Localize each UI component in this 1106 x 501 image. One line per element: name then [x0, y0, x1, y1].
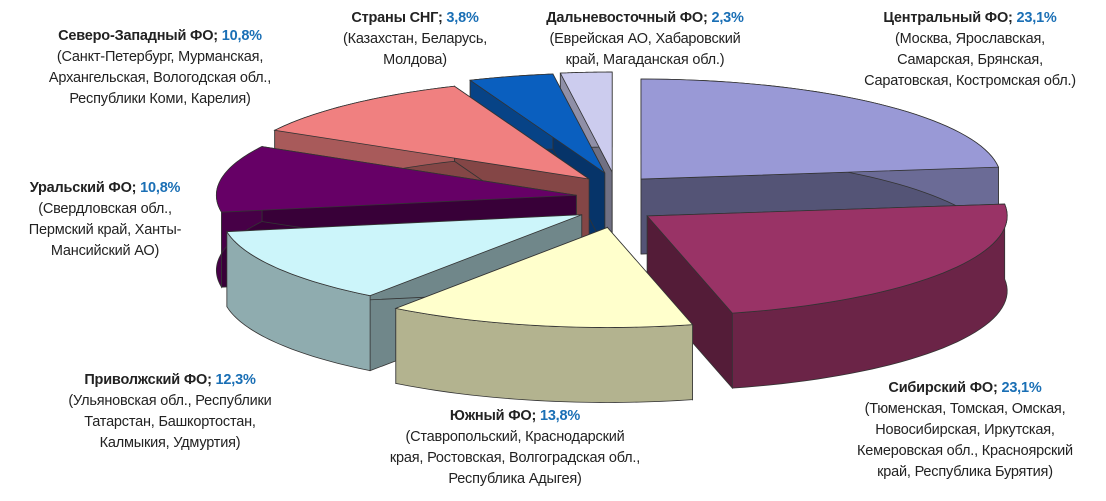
label-description: (Санкт-Петербург, Мурманская,: [56, 49, 264, 65]
category-name: Южный ФО;: [449, 408, 537, 424]
slice-label: Центральный ФО; 23,1% (Москва, Ярославска…: [790, 8, 1106, 92]
slice: [640, 78, 1000, 180]
slice: [394, 226, 694, 328]
label-title: Центральный ФО; 23,1%: [790, 8, 1106, 29]
value-label: 23,1%: [1016, 10, 1057, 26]
category-name: Страны СНГ;: [351, 10, 443, 26]
label-description: (Ставропольский, Краснодарский: [405, 429, 625, 445]
label-title: Приволжский ФО; 12,3%: [0, 370, 350, 391]
slice-label: Южный ФО; 13,8% (Ставропольский, Краснода…: [335, 406, 695, 490]
category-name: Сибирский ФО;: [888, 380, 998, 396]
slice: [646, 203, 1008, 314]
label-description: (Свердловская обл.,: [38, 201, 172, 217]
label-description: Пермский край, Ханты-: [28, 222, 182, 238]
label-title: Страны СНГ; 3,8%: [235, 8, 595, 29]
label-description: Самарская, Брянская,: [897, 52, 1043, 68]
label-description: Мансийский АО): [50, 243, 160, 259]
slice: [273, 85, 590, 180]
label-description: Молдова): [383, 52, 447, 68]
value-label: 10,8%: [140, 180, 181, 196]
label-description: Республики Коми, Карелия): [69, 91, 251, 107]
label-description: Архангельская, Вологодская обл.,: [48, 70, 272, 86]
category-name: Уральский ФО;: [29, 180, 137, 196]
slice-label: Сибирский ФО; 23,1% (Тюменская, Томская, …: [785, 378, 1106, 483]
label-title: Южный ФО; 13,8%: [335, 406, 695, 427]
label-description: край, Республика Бурятия): [877, 464, 1053, 480]
label-description: Кемеровская обл., Красноярский: [857, 443, 1073, 459]
slice-label: Приволжский ФО; 12,3% (Ульяновская обл., …: [0, 370, 350, 454]
slice: [394, 226, 694, 403]
value-label: 13,8%: [539, 408, 581, 424]
label-title: Северо-Западный ФО; 10,8%: [0, 26, 340, 47]
value-label: 10,8%: [221, 28, 262, 44]
category-name: Приволжский ФО;: [84, 372, 212, 388]
label-description: Калмыкия, Удмуртия): [99, 435, 241, 451]
label-description: Республика Адыгея): [448, 471, 582, 487]
category-name: Центральный ФО;: [883, 10, 1013, 26]
label-title: Сибирский ФО; 23,1%: [785, 378, 1106, 399]
slice: [559, 71, 613, 173]
label-description: Новосибирская, Иркутская,: [875, 422, 1055, 438]
label-title: Уральский ФО; 10,8%: [0, 178, 285, 199]
slice-label: Дальневосточный ФО; 2,3% (Еврейская АО, Х…: [465, 8, 825, 71]
label-description: (Еврейская АО, Хабаровский: [549, 31, 741, 47]
value-label: 12,3%: [215, 372, 256, 388]
label-description: (Москва, Ярославская,: [895, 31, 1045, 47]
slice: [226, 214, 582, 297]
slice: [215, 146, 577, 213]
value-label: 23,1%: [1001, 380, 1042, 396]
value-label: 3,8%: [446, 10, 479, 26]
slice-label: Уральский ФО; 10,8% (Свердловская обл., Пе…: [0, 178, 285, 262]
slice-label: Северо-Западный ФО; 10,8% (Санкт-Петербур…: [0, 26, 340, 110]
label-description: Саратовская, Костромская обл.): [864, 73, 1076, 89]
value-label: 2,3%: [711, 10, 744, 26]
slice: [646, 203, 1008, 390]
label-description: края, Ростовская, Волгоградская обл.,: [389, 450, 641, 466]
slice-label: Страны СНГ; 3,8% (Казахстан, Беларусь, Мол…: [235, 8, 595, 71]
label-description: (Ульяновская обл., Республики: [68, 393, 272, 409]
slice: [469, 73, 606, 174]
label-description: (Казахстан, Беларусь,: [342, 31, 488, 47]
label-description: край, Магаданская обл.): [565, 52, 725, 68]
label-description: (Тюменская, Томская, Омская,: [864, 401, 1066, 417]
label-description: Татарстан, Башкортостан,: [84, 414, 256, 430]
category-name: Дальневосточный ФО;: [546, 10, 708, 26]
label-title: Дальневосточный ФО; 2,3%: [465, 8, 825, 29]
category-name: Северо-Западный ФО;: [58, 28, 218, 44]
